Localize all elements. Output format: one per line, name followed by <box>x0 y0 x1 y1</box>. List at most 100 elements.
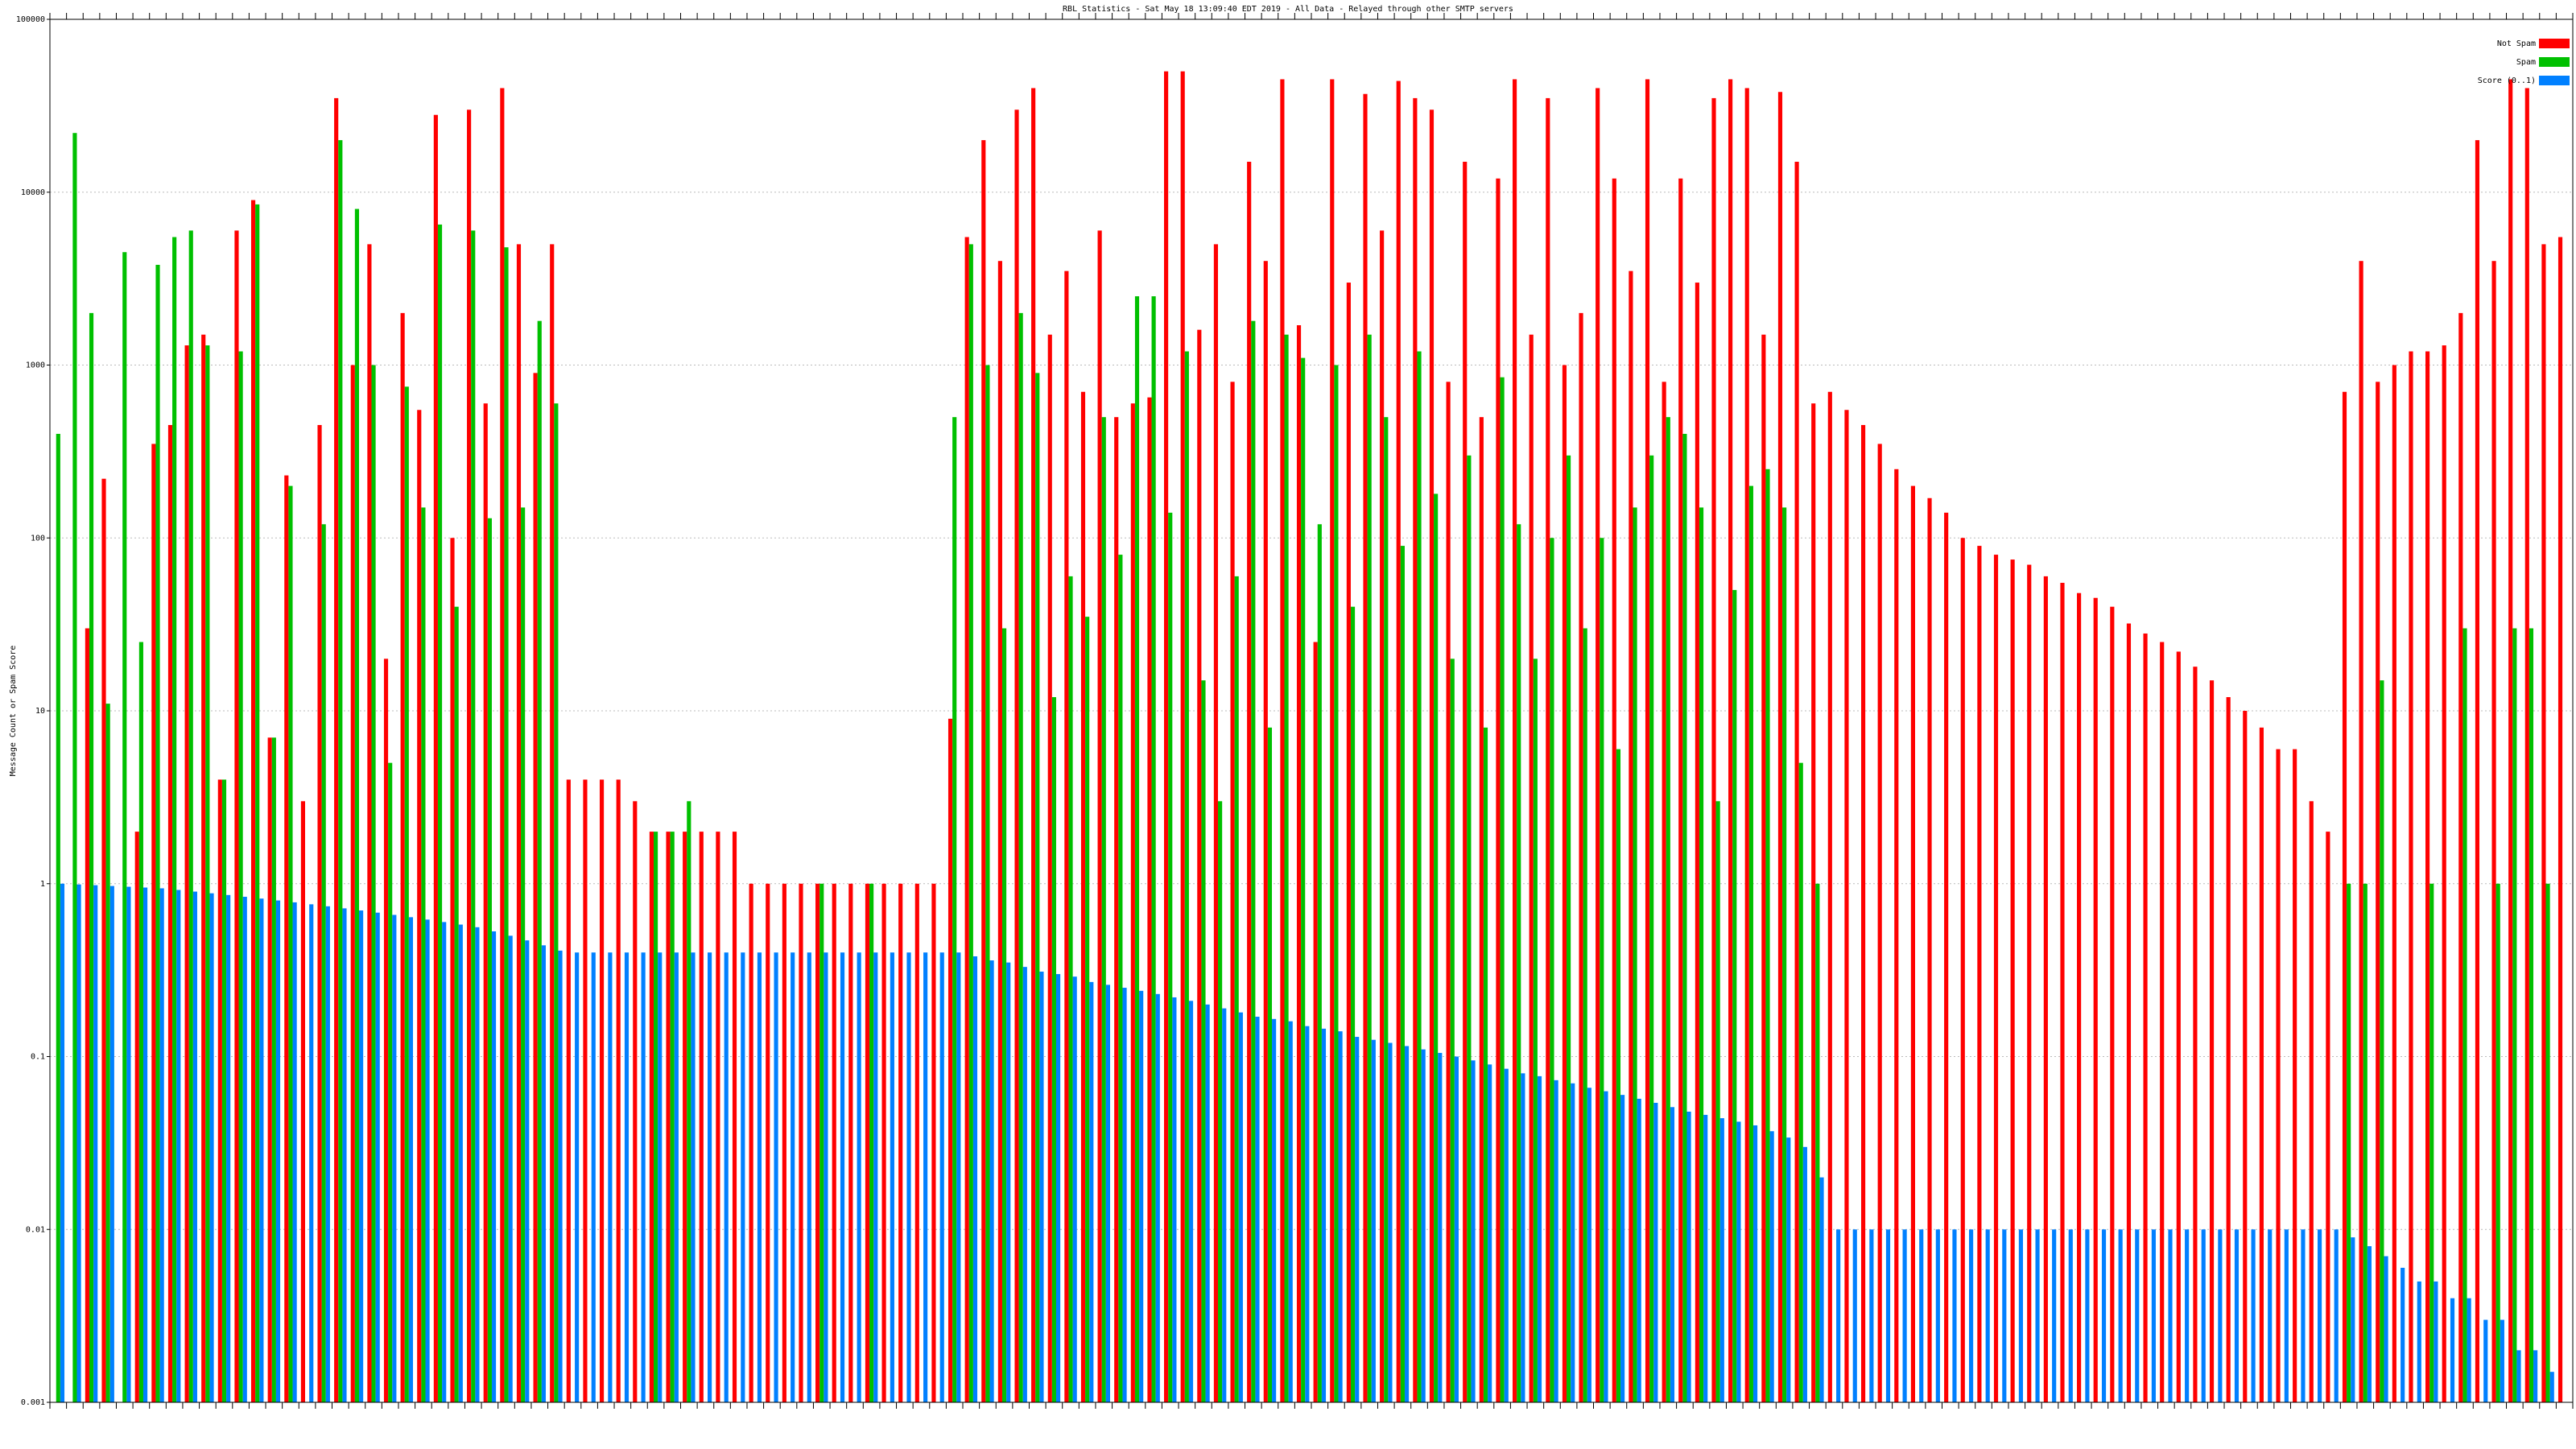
bar <box>774 952 778 1402</box>
bar <box>221 779 227 1402</box>
bar <box>608 952 613 1402</box>
bar <box>2143 633 2148 1402</box>
bar <box>2380 680 2384 1402</box>
bar <box>2168 1229 2173 1402</box>
bar <box>1380 230 1385 1402</box>
bar <box>1629 270 1633 1402</box>
bar <box>2491 261 2496 1402</box>
bar <box>2434 1281 2438 1402</box>
bar <box>338 140 343 1403</box>
bar <box>1537 1075 1542 1402</box>
bar <box>371 365 376 1402</box>
bar <box>1317 524 1322 1402</box>
bar <box>670 832 675 1402</box>
bar <box>624 952 630 1402</box>
bar <box>188 230 193 1402</box>
bar <box>2516 1350 2521 1402</box>
bar <box>2027 564 2032 1403</box>
bar <box>93 885 98 1402</box>
bar <box>1546 97 1550 1403</box>
bar <box>1852 1229 1857 1402</box>
bar <box>2524 88 2529 1402</box>
bar <box>1952 1229 1957 1402</box>
bar <box>1612 178 1616 1402</box>
bar <box>1238 1012 1243 1402</box>
bar <box>2347 883 2351 1402</box>
bar <box>450 538 455 1402</box>
bar <box>234 230 239 1402</box>
bar <box>1719 1118 1724 1402</box>
bar <box>1894 469 1899 1402</box>
bar <box>1786 1137 1791 1402</box>
bar <box>2068 1229 2073 1402</box>
bar <box>487 518 492 1402</box>
bar <box>1438 1052 1443 1402</box>
bar <box>1284 334 1289 1403</box>
bar <box>2193 667 2198 1402</box>
bar <box>1815 883 1820 1402</box>
bar <box>985 365 990 1402</box>
bar <box>392 914 397 1402</box>
bar <box>350 365 355 1402</box>
bar <box>1429 109 1435 1402</box>
bar <box>1471 1060 1476 1402</box>
bar <box>101 478 106 1402</box>
bar <box>1413 97 1418 1403</box>
bar <box>1935 1229 1940 1402</box>
bar <box>1363 93 1368 1403</box>
bar <box>1633 507 1637 1403</box>
bar <box>2018 1229 2024 1402</box>
bar <box>2043 576 2048 1402</box>
bar <box>126 886 131 1402</box>
bar <box>2549 1372 2554 1402</box>
bar <box>242 897 247 1402</box>
bar <box>1744 88 1749 1402</box>
bar <box>2533 1350 2538 1402</box>
bar <box>226 894 231 1402</box>
bar <box>1022 967 1027 1402</box>
bar <box>2118 1229 2123 1402</box>
bar <box>454 606 459 1402</box>
bar <box>1218 801 1223 1402</box>
bar <box>931 883 936 1402</box>
bar <box>1051 696 1056 1402</box>
bar <box>2384 1256 2388 1402</box>
bar <box>1164 71 1169 1402</box>
bar <box>275 900 281 1402</box>
bar <box>1155 993 1160 1402</box>
bar <box>1130 403 1135 1402</box>
bar <box>1583 628 1587 1402</box>
bar <box>425 919 430 1402</box>
bar <box>687 801 691 1402</box>
bar <box>383 658 389 1402</box>
bar <box>2276 749 2281 1402</box>
bar <box>898 883 903 1402</box>
bar <box>653 832 658 1402</box>
bar <box>566 779 571 1402</box>
bar <box>2077 592 2082 1402</box>
bar <box>255 204 260 1403</box>
bar <box>649 832 654 1402</box>
bar <box>1213 244 1219 1402</box>
bar <box>1504 1068 1509 1402</box>
bar <box>616 779 621 1402</box>
bar <box>1802 1146 1807 1402</box>
bar <box>2545 883 2550 1402</box>
bar <box>1562 365 1567 1402</box>
bar <box>458 924 463 1402</box>
bar <box>2243 711 2248 1402</box>
y-tick-label: 0.001 <box>21 1398 45 1407</box>
bar <box>1521 1073 1525 1402</box>
bar <box>964 237 969 1403</box>
bar <box>404 386 409 1403</box>
bar <box>906 952 911 1402</box>
bar <box>1678 178 1683 1402</box>
bar <box>2417 1281 2421 1402</box>
bar <box>1064 270 1069 1402</box>
bar <box>259 898 264 1402</box>
bar <box>1301 357 1306 1402</box>
bar <box>1860 424 1866 1402</box>
bar <box>1089 981 1094 1402</box>
bar <box>2367 1246 2372 1402</box>
